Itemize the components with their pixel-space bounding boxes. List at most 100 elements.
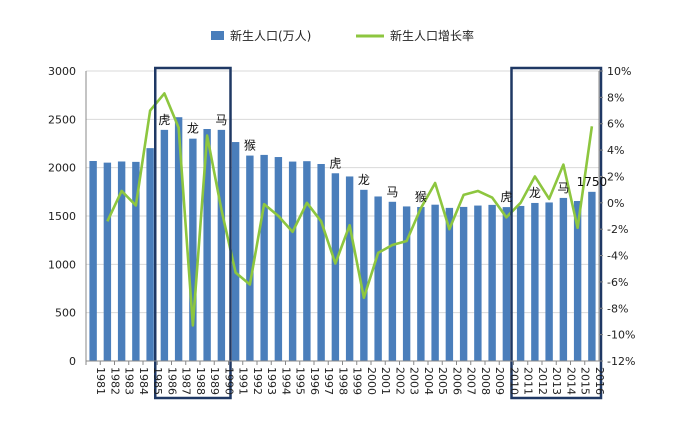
- x-tick-label: 1994: [279, 367, 292, 395]
- x-tick-label: 1996: [308, 367, 321, 395]
- bar: [388, 201, 397, 361]
- bar: [331, 173, 340, 361]
- y-axis-left: 0 500 1000 1500 2000 2500 3000: [48, 65, 87, 368]
- bar: [132, 161, 140, 361]
- x-tick-label: 1985: [151, 367, 164, 395]
- x-tick-label: 2001: [379, 367, 392, 395]
- y-right-tick-label: 6%: [607, 118, 624, 131]
- x-tick-label: 2014: [564, 367, 577, 395]
- x-tick-label: 2003: [408, 367, 421, 395]
- bar: [345, 176, 354, 361]
- y-right-tick-label: 10%: [607, 65, 631, 78]
- bar-series: [89, 117, 596, 361]
- bar: [431, 204, 439, 361]
- bar: [474, 205, 482, 361]
- y-axis-right: -12% -10% -8% -6% -4% -2% 0% 2% 4% 6% 8% 10%: [598, 65, 635, 368]
- x-tick-label: 1984: [137, 367, 150, 395]
- bar: [531, 202, 539, 361]
- x-tick-label: 1990: [222, 367, 235, 395]
- x-tick-label: 1986: [165, 367, 178, 395]
- bar: [217, 129, 226, 361]
- x-tick-label: 2016: [593, 367, 606, 395]
- x-tick-label: 2004: [422, 367, 435, 395]
- bar: [559, 197, 568, 361]
- bar: [146, 148, 154, 361]
- bar: [231, 142, 240, 361]
- x-tick-label: 2013: [550, 367, 563, 395]
- y-right-tick-label: -10%: [607, 329, 635, 342]
- y-right-tick-label: -4%: [607, 250, 628, 263]
- zodiac-label: 马: [215, 113, 227, 127]
- bar: [445, 207, 454, 361]
- x-tick-label: 1993: [265, 367, 278, 395]
- bar: [274, 157, 283, 361]
- bar: [402, 206, 411, 361]
- legend: 新生人口(万人) 新生人口增长率: [211, 28, 474, 43]
- bar: [317, 163, 325, 361]
- zodiac-label: 马: [557, 181, 569, 195]
- bar: [103, 162, 112, 361]
- x-tick-label: 1997: [322, 367, 335, 395]
- y-right-tick-label: 4%: [607, 144, 624, 157]
- zodiac-label: 马: [386, 185, 398, 199]
- legend-bar-swatch: [211, 31, 224, 40]
- zodiac-label: 虎: [500, 190, 512, 204]
- bar: [573, 201, 582, 361]
- y-right-tick-label: -2%: [607, 223, 628, 236]
- zodiac-label: 猴: [244, 139, 256, 153]
- bar: [459, 206, 468, 361]
- x-tick-label: 1991: [237, 367, 250, 395]
- bar: [303, 161, 311, 361]
- y-left-tick-label: 1000: [48, 258, 76, 271]
- x-tick-label: 1982: [108, 367, 121, 395]
- bar: [545, 202, 553, 361]
- x-tick-label: 1981: [94, 367, 107, 395]
- bar: [203, 129, 211, 361]
- bar: [516, 205, 525, 361]
- y-left-tick-label: 0: [69, 355, 76, 368]
- bar: [117, 161, 126, 361]
- highlight-boxes: [154, 66, 603, 400]
- zodiac-label: 龙: [358, 173, 370, 187]
- bar: [160, 129, 169, 361]
- bar: [246, 155, 254, 361]
- x-tick-label: 1987: [180, 367, 193, 395]
- x-tick-label: 2005: [436, 367, 449, 395]
- y-right-tick-label: -12%: [607, 355, 635, 368]
- zodiac-label: 猴: [415, 190, 427, 204]
- y-left-tick-label: 500: [55, 307, 76, 320]
- bar: [89, 160, 97, 361]
- y-right-tick-label: -6%: [607, 276, 628, 289]
- zodiac-label: 1750: [577, 175, 608, 189]
- x-tick-label: 2000: [365, 367, 378, 395]
- bar: [374, 196, 382, 361]
- x-tick-label: 2015: [579, 367, 592, 395]
- x-tick-label: 1999: [351, 367, 364, 395]
- bar: [417, 207, 425, 361]
- x-tick-label: 2008: [479, 367, 492, 395]
- x-tick-label: 2010: [507, 367, 520, 395]
- x-tick-label: 1989: [208, 367, 221, 395]
- legend-line-label: 新生人口增长率: [390, 28, 474, 43]
- y-right-tick-label: -8%: [607, 302, 628, 315]
- zodiac-annotations: 虎龙马猴虎龙马猴虎龙马 1750: [158, 113, 607, 204]
- x-tick-label: 1995: [294, 367, 307, 395]
- x-tick-label: 1988: [194, 367, 207, 395]
- x-tick-label: 2011: [522, 367, 535, 395]
- y-left-tick-label: 2500: [48, 113, 76, 126]
- y-right-tick-label: 2%: [607, 170, 624, 183]
- bar: [488, 204, 496, 361]
- x-tick-label: 2002: [393, 367, 406, 395]
- x-tick-label: 2006: [450, 367, 463, 395]
- y-right-tick-label: 0%: [607, 197, 624, 210]
- bar: [502, 207, 511, 361]
- bar: [174, 117, 183, 361]
- bar: [189, 138, 197, 361]
- x-tick-label: 2009: [493, 367, 506, 395]
- y-left-tick-label: 3000: [48, 65, 76, 78]
- bar: [360, 189, 368, 361]
- y-left-tick-label: 2000: [48, 162, 76, 175]
- bar: [288, 161, 297, 361]
- y-right-tick-label: 8%: [607, 91, 624, 104]
